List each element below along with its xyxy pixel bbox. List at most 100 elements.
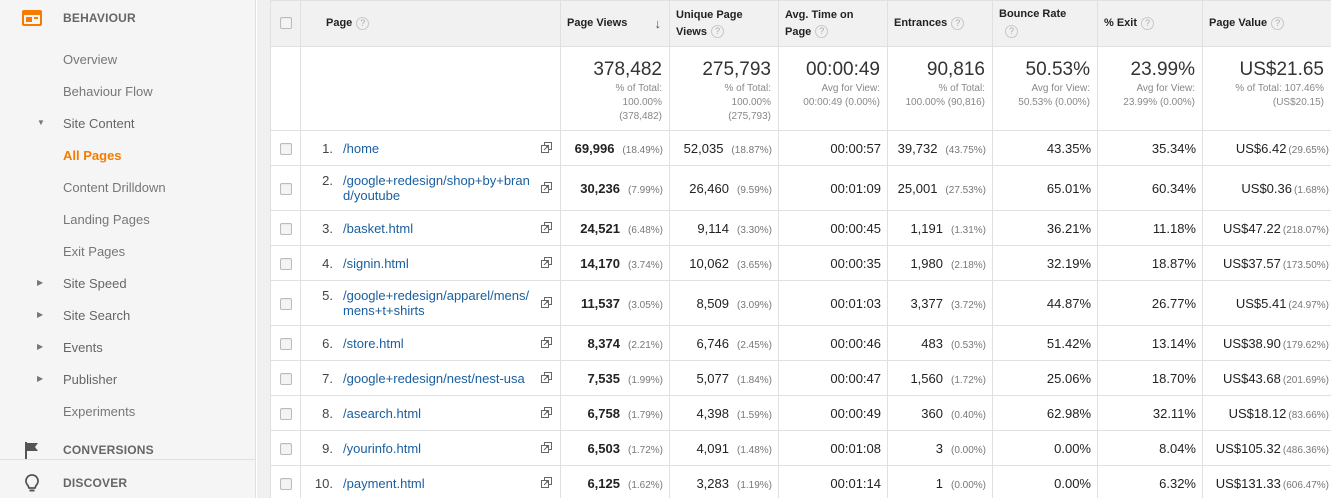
sidebar-item-site-speed[interactable]: ▶ Site Speed bbox=[0, 267, 256, 299]
help-icon[interactable]: ? bbox=[815, 25, 829, 39]
header-bounce-rate[interactable]: Bounce Rate? bbox=[992, 0, 1098, 47]
entrances-pct: (43.75%) bbox=[945, 144, 986, 156]
select-all-checkbox[interactable] bbox=[279, 17, 292, 30]
sidebar-item-all-pages[interactable]: All Pages bbox=[0, 139, 256, 171]
row-checkbox[interactable] bbox=[279, 183, 292, 196]
page-link[interactable]: /yourinfo.html bbox=[343, 440, 422, 456]
table-row[interactable]: 7. /google+redesign/nest/nest-usa 7,535 (1… bbox=[270, 360, 1331, 396]
header-unique-page-views[interactable]: Unique Page Views? bbox=[669, 0, 779, 47]
page-link[interactable]: /google+redesign/nest/nest-usa bbox=[343, 370, 525, 386]
open-external-icon[interactable] bbox=[541, 407, 552, 418]
header-page[interactable]: Page? bbox=[300, 0, 561, 47]
conversions-section-header[interactable]: CONVERSIONS bbox=[0, 432, 256, 468]
page-views-value: 6,125 bbox=[587, 475, 620, 491]
page-link[interactable]: /google+redesign/apparel/mens/mens+t+shi… bbox=[343, 288, 530, 318]
total-entrances: 90,816 % of Total: 100.00% (90,816) bbox=[887, 46, 993, 131]
open-external-icon[interactable] bbox=[541, 142, 552, 153]
sidebar-item-overview[interactable]: Overview bbox=[0, 43, 256, 75]
sidebar-item-publisher[interactable]: ▶ Publisher bbox=[0, 363, 256, 395]
sidebar-item-label: Site Speed bbox=[63, 275, 127, 291]
sidebar-item-content-drilldown[interactable]: Content Drilldown bbox=[0, 171, 256, 203]
row-checkbox[interactable] bbox=[279, 373, 292, 386]
row-checkbox[interactable] bbox=[279, 443, 292, 456]
table-row[interactable]: 10. /payment.html 6,125 (1.62%) 3,283 (1.19… bbox=[270, 465, 1331, 498]
row-checkbox[interactable] bbox=[279, 298, 292, 311]
discover-section-header[interactable]: DISCOVER bbox=[0, 465, 256, 498]
page-link[interactable]: /home bbox=[343, 140, 380, 156]
bounce-rate-value: 65.01% bbox=[1046, 180, 1091, 196]
page-cell: 8. /asearch.html bbox=[300, 395, 561, 431]
sidebar-item-landing-pages[interactable]: Landing Pages bbox=[0, 203, 256, 235]
table-row[interactable]: 9. /yourinfo.html 6,503 (1.72%) 4,091 (1.48… bbox=[270, 430, 1331, 466]
open-external-icon[interactable] bbox=[541, 372, 552, 383]
unique-page-views-pct: (18.87%) bbox=[731, 144, 772, 156]
open-external-icon[interactable] bbox=[541, 442, 552, 453]
table-row[interactable]: 6./store.html 8,374 (2.21%) 6,746 (2.45%) … bbox=[270, 325, 1331, 361]
table-row[interactable]: 1. /home 69,996 (18.49%) 52,035 (18.87%) 00… bbox=[270, 130, 1331, 166]
page-views-cell: 30,236 (7.99%) bbox=[560, 165, 670, 211]
sidebar-item-site-search[interactable]: ▶ Site Search bbox=[0, 299, 256, 331]
total-sub: 100.00% bbox=[731, 97, 771, 108]
sidebar-item-events[interactable]: ▶ Events bbox=[0, 331, 256, 363]
page-value-pct: (486.36%) bbox=[1282, 444, 1329, 456]
exit-cell: 6.32% bbox=[1097, 465, 1203, 498]
page-link[interactable]: /signin.html bbox=[343, 255, 409, 271]
table-row[interactable]: 2. /google+redesign/shop+by+brand/youtube… bbox=[270, 165, 1331, 211]
row-checkbox[interactable] bbox=[279, 258, 292, 271]
help-icon[interactable]: ? bbox=[356, 16, 370, 30]
open-external-icon[interactable] bbox=[541, 337, 552, 348]
open-external-icon[interactable] bbox=[541, 182, 552, 193]
help-icon[interactable]: ? bbox=[711, 25, 724, 39]
row-checkbox[interactable] bbox=[279, 338, 292, 351]
page-cell: 1. /home bbox=[300, 130, 561, 166]
avg-time-value: 00:01:09 bbox=[830, 180, 881, 196]
page-link[interactable]: /asearch.html bbox=[343, 405, 422, 421]
sidebar-item-behaviour-flow[interactable]: Behaviour Flow bbox=[0, 75, 256, 107]
row-checkbox[interactable] bbox=[279, 478, 292, 491]
open-external-icon[interactable] bbox=[541, 222, 552, 233]
header-page-value[interactable]: Page Value? bbox=[1202, 0, 1331, 47]
help-icon[interactable]: ? bbox=[1271, 16, 1285, 30]
row-checkbox[interactable] bbox=[279, 223, 292, 236]
page-link[interactable]: /google+redesign/shop+by+brand/youtube bbox=[343, 173, 530, 203]
sidebar-item-label: Content Drilldown bbox=[63, 179, 166, 195]
header-entrances[interactable]: Entrances? bbox=[887, 0, 993, 47]
entrances-value: 483 bbox=[921, 335, 943, 351]
sidebar-item-site-content[interactable]: ▼ Site Content bbox=[0, 107, 256, 139]
exit-value: 26.77% bbox=[1151, 295, 1196, 311]
row-checkbox[interactable] bbox=[279, 143, 292, 156]
page-views-pct: (6.48%) bbox=[627, 224, 663, 236]
table-row[interactable]: 8. /asearch.html 6,758 (1.79%) 4,398 (1.59%… bbox=[270, 395, 1331, 431]
page-value-cell: US$5.41 (24.97%) bbox=[1202, 280, 1331, 326]
table-row[interactable]: 4. /signin.html 14,170 (3.74%) 10,062 (3.65… bbox=[270, 245, 1331, 281]
table-row[interactable]: 5. /google+redesign/apparel/mens/mens+t+s… bbox=[270, 280, 1331, 326]
help-icon[interactable]: ? bbox=[951, 16, 965, 30]
page-link[interactable]: /basket.html bbox=[343, 220, 414, 236]
row-number: 10. bbox=[314, 475, 333, 491]
unique-page-views-value: 6,746 bbox=[696, 335, 729, 351]
row-checkbox[interactable] bbox=[279, 408, 292, 421]
total-sub: (378,482) bbox=[619, 111, 662, 122]
bounce-rate-cell: 62.98% bbox=[992, 395, 1098, 431]
entrances-value: 39,732 bbox=[897, 140, 938, 156]
bounce-rate-value: 62.98% bbox=[1046, 405, 1091, 421]
row-number: 8. bbox=[322, 405, 333, 421]
table-row[interactable]: 3. /basket.html 24,521 (6.48%) 9,114 (3.30%… bbox=[270, 210, 1331, 246]
open-external-icon[interactable] bbox=[541, 297, 552, 308]
help-icon[interactable]: ? bbox=[1141, 16, 1155, 30]
header-page-views[interactable]: Page Views ↓ bbox=[560, 0, 670, 47]
exit-value: 18.70% bbox=[1151, 370, 1196, 386]
sidebar-item-exit-pages[interactable]: Exit Pages bbox=[0, 235, 256, 267]
header-exit[interactable]: % Exit? bbox=[1097, 0, 1203, 47]
page-link[interactable]: /store.html bbox=[343, 335, 404, 351]
sort-desc-icon[interactable]: ↓ bbox=[654, 16, 662, 31]
header-avg-time[interactable]: Avg. Time on Page? bbox=[778, 0, 888, 47]
open-external-icon[interactable] bbox=[541, 477, 552, 488]
behaviour-section-header[interactable]: BEHAVIOUR bbox=[0, 0, 256, 36]
help-icon[interactable]: ? bbox=[1005, 24, 1018, 38]
sidebar-item-experiments[interactable]: Experiments bbox=[0, 395, 256, 427]
row-checkbox-cell bbox=[270, 165, 301, 211]
open-external-icon[interactable] bbox=[541, 257, 552, 268]
avg-time-cell: 00:00:47 bbox=[778, 360, 888, 396]
page-link[interactable]: /payment.html bbox=[343, 475, 425, 491]
